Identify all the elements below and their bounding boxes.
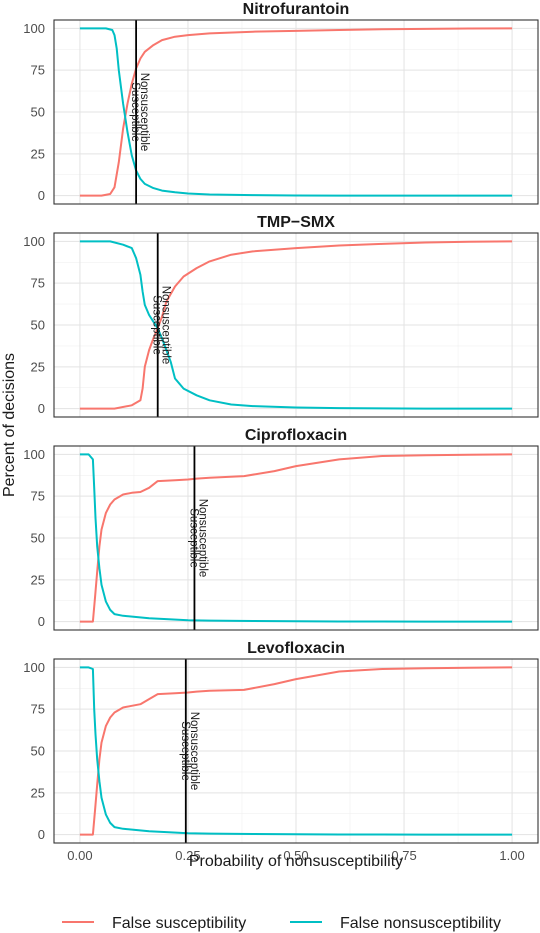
panel-title: TMP−SMX	[257, 214, 335, 231]
label-susceptible: Susceptible	[151, 295, 163, 354]
y-tick-label: 75	[31, 63, 45, 78]
panel-title: Nitrofurantoin	[243, 1, 350, 18]
legend-item: False susceptibility	[62, 915, 246, 932]
panel-title: Levofloxacin	[247, 640, 345, 657]
series-line-false-nonsusceptibility	[79, 453, 513, 623]
legend-label: False susceptibility	[112, 915, 246, 932]
label-susceptible: Susceptible	[129, 82, 141, 141]
y-tick-label: 75	[31, 489, 45, 504]
x-axis-title: Probability of nonsusceptibility	[189, 853, 403, 870]
label-nonsusceptible: Nonsusceptible	[188, 712, 200, 791]
x-tick-label: 0.25	[175, 848, 200, 863]
y-axis-title: Percent of decisions	[1, 353, 18, 497]
panel-border	[53, 19, 539, 205]
y-tick-label: 25	[31, 785, 45, 800]
y-tick-label: 100	[23, 21, 45, 36]
y-tick-label: 25	[31, 359, 45, 374]
label-susceptible: Susceptible	[187, 508, 199, 567]
y-tick-label: 0	[38, 827, 45, 842]
series-line-false-susceptibility	[79, 453, 513, 623]
series-line-false-nonsusceptibility	[79, 240, 513, 410]
y-tick-label: 100	[23, 660, 45, 675]
y-tick-label: 75	[31, 276, 45, 291]
y-tick-label: 50	[31, 531, 45, 546]
panel-title: Ciprofloxacin	[245, 427, 347, 444]
series-line-false-susceptibility	[79, 240, 513, 410]
y-tick-label: 0	[38, 614, 45, 629]
panel-border	[53, 445, 539, 631]
y-tick-label: 25	[31, 146, 45, 161]
label-nonsusceptible: Nonsusceptible	[196, 499, 208, 578]
y-tick-label: 100	[23, 447, 45, 462]
x-tick-label: 0.50	[283, 848, 308, 863]
label-nonsusceptible: Nonsusceptible	[160, 286, 172, 365]
series-line-false-susceptibility	[79, 666, 513, 836]
y-tick-label: 50	[31, 105, 45, 120]
legend-item: False nonsusceptibility	[290, 915, 501, 932]
y-tick-label: 50	[31, 318, 45, 333]
panel-2: Ciprofloxacin 0 25 50 75 100 SusceptibleNonsus…	[23, 427, 539, 631]
series-line-false-susceptibility	[79, 27, 513, 197]
y-tick-label: 0	[38, 401, 45, 416]
y-tick-label: 100	[23, 234, 45, 249]
legend: False susceptibility False nonsusceptibil…	[62, 915, 501, 932]
panel-0: Nitrofurantoin 0 25 50 75 100 SusceptibleNonsu…	[23, 1, 539, 205]
y-tick-label: 75	[31, 702, 45, 717]
x-tick-label: 0.00	[67, 848, 92, 863]
x-tick-label: 0.75	[391, 848, 416, 863]
series-line-false-nonsusceptibility	[79, 666, 513, 836]
panels-layer: Nitrofurantoin0255075100SusceptibleNonsu…	[23, 1, 539, 863]
y-tick-label: 0	[38, 188, 45, 203]
label-susceptible: Susceptible	[179, 721, 191, 780]
series-line-false-nonsusceptibility	[79, 27, 513, 197]
panel-3: Levofloxacin 0 25 50 75 100 SusceptibleNonsusc…	[23, 640, 539, 863]
y-tick-label: 25	[31, 572, 45, 587]
x-tick-label: 1.00	[499, 848, 524, 863]
y-tick-label: 50	[31, 744, 45, 759]
legend-label: False nonsusceptibility	[340, 915, 501, 932]
panel-border	[53, 232, 539, 418]
panel-1: TMP−SMX 0 25 50 75 100 SusceptibleNonsusceptib…	[23, 214, 539, 418]
label-nonsusceptible: Nonsusceptible	[138, 73, 150, 152]
panel-border	[53, 658, 539, 844]
